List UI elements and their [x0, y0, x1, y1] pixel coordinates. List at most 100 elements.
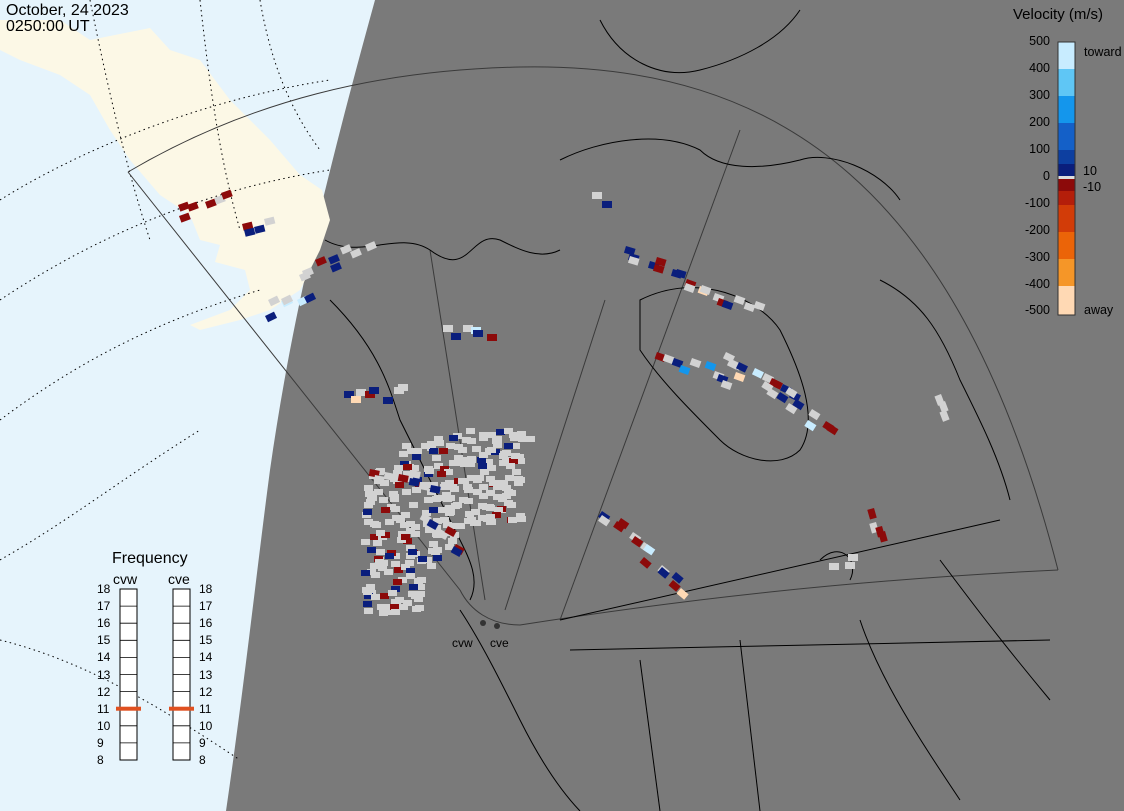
- colorbar-frame: [1057, 41, 1076, 316]
- velocity-cell: [494, 507, 503, 513]
- frequency-marker: [169, 706, 194, 711]
- colorbar-away-label: away: [1084, 303, 1114, 317]
- night-region: [226, 0, 1124, 811]
- velocity-cell: [371, 594, 380, 600]
- velocity-cell: [406, 521, 415, 527]
- velocity-cells: [178, 189, 950, 616]
- frequency-scale-left: 8: [97, 753, 104, 767]
- velocity-cell: [451, 333, 461, 340]
- velocity-cell: [363, 589, 372, 595]
- frequency-scale-right: 11: [199, 701, 212, 716]
- velocity-colorbar: [1057, 41, 1076, 316]
- velocity-cell: [384, 569, 393, 575]
- colorbar-segment: [1058, 164, 1075, 176]
- velocity-cell: [401, 534, 410, 540]
- velocity-cell: [394, 465, 403, 471]
- velocity-cell: [370, 563, 379, 569]
- frequency-scale-right: 17: [199, 599, 213, 614]
- velocity-cell: [421, 443, 430, 449]
- frequency-scale-left: 10: [97, 718, 111, 733]
- velocity-cell: [374, 489, 383, 495]
- colorbar-tick-label: 100: [1029, 142, 1050, 156]
- velocity-cell: [450, 523, 459, 529]
- velocity-cell: [463, 325, 473, 332]
- velocity-cell: [511, 453, 520, 459]
- velocity-cell: [364, 241, 377, 252]
- velocity-cell: [449, 435, 458, 441]
- velocity-cell: [504, 443, 513, 449]
- colorbar-segment: [1058, 286, 1075, 315]
- velocity-cell: [416, 584, 425, 590]
- velocity-cell: [498, 496, 507, 502]
- velocity-cell: [733, 372, 746, 382]
- velocity-cell: [434, 436, 443, 442]
- velocity-cell: [848, 554, 858, 561]
- velocity-cell: [302, 267, 314, 278]
- velocity-cell: [427, 563, 436, 569]
- velocity-cell: [390, 604, 399, 610]
- velocity-cell: [424, 497, 433, 503]
- colorbar-tick-label: 0: [1043, 169, 1050, 183]
- velocity-cell: [441, 495, 450, 501]
- velocity-cell: [424, 466, 433, 472]
- velocity-cell: [365, 491, 374, 497]
- velocity-cell: [440, 484, 449, 490]
- velocity-cell: [351, 396, 361, 403]
- velocity-cell: [510, 435, 519, 441]
- velocity-cell: [643, 544, 656, 556]
- velocity-cell: [427, 441, 436, 447]
- velocity-cell: [368, 495, 377, 501]
- velocity-cell: [512, 469, 521, 475]
- velocity-cell: [826, 423, 839, 436]
- colorbar-tick-label: -200: [1024, 223, 1050, 237]
- velocity-cell: [721, 300, 734, 310]
- velocity-cell: [435, 440, 444, 446]
- velocity-cell: [598, 515, 611, 527]
- velocity-cell: [751, 368, 764, 379]
- velocity-cell: [938, 400, 949, 413]
- velocity-cell: [429, 484, 441, 494]
- velocity-cell: [486, 476, 495, 482]
- velocity-cell: [381, 507, 390, 513]
- velocity-cell: [376, 549, 385, 555]
- velocity-cell: [631, 535, 644, 548]
- velocity-cell: [315, 256, 327, 267]
- velocity-cell: [507, 502, 516, 508]
- velocity-cell: [403, 464, 412, 470]
- velocity-cell: [403, 600, 412, 606]
- velocity-cell: [479, 484, 488, 490]
- velocity-cell: [443, 522, 452, 528]
- velocity-cell: [406, 568, 415, 574]
- colorbar-tick-label: 400: [1029, 61, 1050, 75]
- velocity-cell: [380, 480, 389, 486]
- velocity-cell: [187, 201, 199, 212]
- velocity-cell: [243, 227, 256, 237]
- velocity-cell: [408, 477, 420, 487]
- coastlines: [324, 9, 1051, 811]
- velocity-cell: [385, 519, 394, 525]
- velocity-cell: [428, 548, 437, 554]
- colorbar-tick-label: -300: [1024, 250, 1050, 264]
- velocity-cell: [514, 476, 523, 482]
- velocity-cell: [253, 224, 266, 234]
- frequency-scale-left: 15: [97, 633, 111, 648]
- velocity-cell: [776, 391, 789, 404]
- velocity-cell: [205, 198, 217, 209]
- velocity-cell: [475, 475, 484, 481]
- velocity-cell: [419, 513, 432, 524]
- velocity-cell: [407, 448, 416, 454]
- velocity-cell: [462, 437, 471, 443]
- velocity-cell: [396, 517, 405, 523]
- velocity-cell: [499, 460, 508, 466]
- velocity-cell: [425, 527, 434, 533]
- velocity-cell: [657, 567, 670, 579]
- velocity-cell: [733, 295, 746, 305]
- velocity-cell: [376, 468, 385, 474]
- velocity-cell: [364, 519, 373, 525]
- velocity-cell: [479, 493, 488, 499]
- velocity-cell: [410, 465, 419, 471]
- velocity-cell: [473, 330, 483, 337]
- velocity-cell: [808, 409, 821, 421]
- velocity-cell: [445, 544, 454, 550]
- velocity-cell: [373, 540, 382, 546]
